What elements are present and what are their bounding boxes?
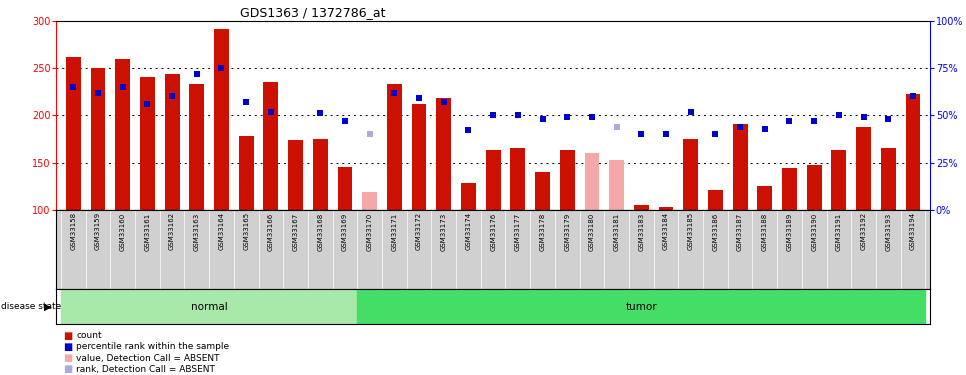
Bar	[535, 172, 550, 210]
Text: GDS1363 / 1372786_at: GDS1363 / 1372786_at	[240, 6, 385, 19]
Text: GSM33164: GSM33164	[218, 212, 224, 250]
Text: GSM33179: GSM33179	[564, 212, 570, 250]
Bar	[832, 150, 846, 210]
Bar	[61, 289, 357, 324]
Text: GSM33168: GSM33168	[317, 212, 324, 250]
Bar	[140, 78, 155, 210]
Bar	[610, 160, 624, 210]
Text: GSM33159: GSM33159	[95, 212, 101, 250]
Text: GSM33186: GSM33186	[712, 212, 719, 250]
Text: GSM33183: GSM33183	[639, 212, 644, 250]
Bar	[214, 29, 229, 210]
Bar	[264, 82, 278, 210]
Text: GSM33178: GSM33178	[540, 212, 546, 250]
Bar	[683, 139, 698, 210]
Text: GSM33173: GSM33173	[440, 212, 446, 250]
Bar	[437, 98, 451, 210]
Text: GSM33192: GSM33192	[861, 212, 867, 250]
Text: GSM33174: GSM33174	[466, 212, 471, 250]
Text: GSM33163: GSM33163	[194, 212, 200, 250]
Bar	[239, 136, 254, 210]
Text: GSM33169: GSM33169	[342, 212, 348, 250]
Text: GSM33184: GSM33184	[663, 212, 669, 250]
Text: GSM33194: GSM33194	[910, 212, 916, 250]
Bar	[732, 124, 748, 210]
Bar	[357, 289, 925, 324]
Bar	[856, 127, 871, 210]
Bar	[486, 150, 500, 210]
Bar	[560, 150, 575, 210]
Text: percentile rank within the sample: percentile rank within the sample	[76, 342, 230, 351]
Bar	[905, 94, 921, 210]
Text: ▶: ▶	[43, 302, 51, 312]
Text: GSM33160: GSM33160	[120, 212, 126, 250]
Bar	[412, 104, 426, 210]
Text: GSM33177: GSM33177	[515, 212, 521, 250]
Text: GSM33167: GSM33167	[293, 212, 298, 250]
Text: ■: ■	[63, 353, 72, 363]
Text: GSM33158: GSM33158	[71, 212, 76, 250]
Text: GSM33190: GSM33190	[811, 212, 817, 250]
Text: GSM33193: GSM33193	[885, 212, 892, 250]
Bar	[66, 57, 81, 210]
Bar	[807, 165, 822, 210]
Text: GSM33171: GSM33171	[391, 212, 397, 250]
Text: value, Detection Call = ABSENT: value, Detection Call = ABSENT	[76, 354, 220, 363]
Text: GSM33188: GSM33188	[762, 212, 768, 250]
Bar	[362, 192, 377, 210]
Text: count: count	[76, 331, 102, 340]
Text: GSM33191: GSM33191	[836, 212, 842, 250]
Text: tumor: tumor	[626, 302, 657, 312]
Text: GSM33185: GSM33185	[688, 212, 694, 250]
Bar	[659, 207, 673, 210]
Text: rank, Detection Call = ABSENT: rank, Detection Call = ABSENT	[76, 365, 215, 374]
Text: GSM33176: GSM33176	[490, 212, 497, 250]
Bar	[510, 148, 526, 210]
Bar	[313, 139, 327, 210]
Bar	[337, 167, 353, 210]
Bar	[757, 186, 772, 210]
Text: ■: ■	[63, 342, 72, 352]
Bar	[584, 153, 599, 210]
Text: GSM33172: GSM33172	[416, 212, 422, 250]
Text: ■: ■	[63, 331, 72, 340]
Text: GSM33162: GSM33162	[169, 212, 175, 250]
Text: GSM33170: GSM33170	[367, 212, 373, 250]
Text: GSM33166: GSM33166	[268, 212, 274, 250]
Text: GSM33187: GSM33187	[737, 212, 743, 250]
Text: normal: normal	[190, 302, 228, 312]
Bar	[189, 84, 204, 210]
Bar	[708, 190, 723, 210]
Text: GSM33165: GSM33165	[243, 212, 249, 250]
Text: GSM33180: GSM33180	[589, 212, 595, 250]
Text: GSM33189: GSM33189	[786, 212, 792, 250]
Text: GSM33181: GSM33181	[613, 212, 619, 250]
Bar	[164, 74, 180, 210]
Bar	[881, 148, 895, 210]
Bar	[91, 68, 105, 210]
Bar	[387, 84, 402, 210]
Bar	[288, 140, 303, 210]
Text: GSM33161: GSM33161	[144, 212, 151, 250]
Bar	[461, 183, 476, 210]
Bar	[782, 168, 797, 210]
Bar	[634, 205, 649, 210]
Text: disease state: disease state	[1, 302, 61, 311]
Bar	[115, 60, 130, 210]
Text: ■: ■	[63, 364, 72, 374]
